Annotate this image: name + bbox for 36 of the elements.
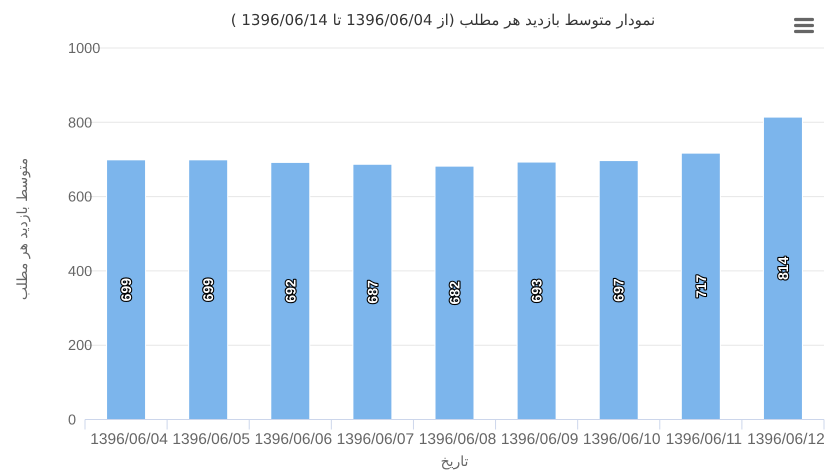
x-axis-title: تاریخ [440, 454, 469, 470]
x-tick-label: 1396/06/05 [172, 431, 250, 448]
bar [188, 159, 228, 420]
y-tick-label: 400 [68, 264, 92, 280]
bar [516, 162, 557, 420]
y-tick-label: 200 [68, 338, 92, 354]
data-label: 717 [692, 274, 709, 298]
bar [762, 116, 803, 420]
bar [270, 162, 310, 420]
y-tick-label: 0 [68, 412, 76, 428]
bar [106, 159, 146, 420]
x-tick-label: 1396/06/10 [582, 431, 661, 448]
x-tick-label: 1396/06/09 [500, 431, 578, 448]
y-tick-label: 800 [68, 115, 92, 132]
data-label: 697 [610, 278, 627, 302]
data-label: 692 [282, 279, 298, 303]
bar [598, 160, 639, 420]
data-label: 699 [118, 278, 134, 302]
bar [680, 152, 721, 420]
x-tick-label: 1396/06/06 [254, 431, 332, 448]
x-tick-label: 1396/06/12 [747, 431, 825, 448]
x-tick-label: 1396/06/11 [666, 431, 742, 448]
data-label: 699 [200, 278, 216, 302]
bar [352, 164, 392, 420]
x-tick-label: 1396/06/08 [418, 431, 496, 448]
data-label: 687 [364, 280, 380, 304]
y-tick-label: 1000 [68, 41, 100, 57]
data-label: 682 [446, 280, 462, 304]
bar [434, 166, 474, 420]
chart-title: نمودار متوسط بازدید هر مطلب (از 1396/06/04 تا 1396/06/14 ) [230, 11, 656, 29]
y-tick-label: 600 [68, 190, 92, 206]
x-tick-label: 1396/06/07 [336, 431, 414, 448]
y-axis-title: متوسط بازدید هر مطلب [15, 158, 31, 300]
data-label: 814 [774, 256, 791, 280]
data-label: 693 [528, 278, 545, 302]
x-tick-label: 1396/06/04 [90, 431, 168, 448]
